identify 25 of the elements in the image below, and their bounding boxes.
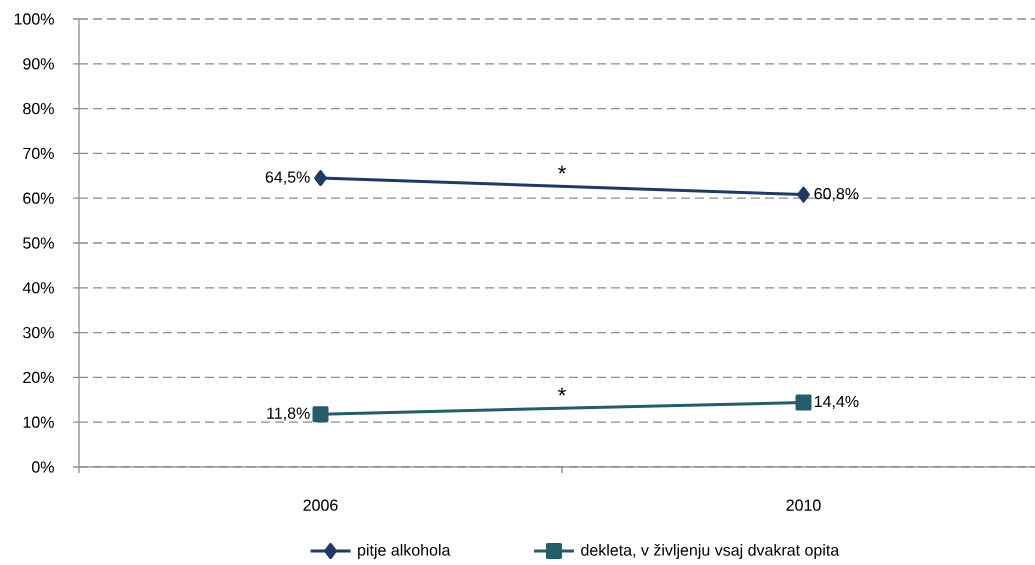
legend-label: dekleta, v življenju vsaj dvakrat opita [581,543,840,559]
y-tick-label: 80% [23,102,54,115]
y-tick-label: 100% [14,13,54,25]
data-label: 14,4% [814,395,859,410]
x-tick-label: 2006 [303,499,338,511]
y-tick-label: 90% [23,58,54,70]
data-label: 11,8% [267,407,310,421]
data-label: 60,8% [814,188,859,202]
annotation: * [558,165,566,174]
point [797,186,810,203]
y-tick-label: 70% [23,147,54,160]
y-tick-label: 50% [23,237,54,249]
y-tick-label: 40% [22,282,54,294]
y-tick-label: 30% [23,326,54,339]
y-tick-label: 60% [23,192,54,204]
point [314,170,327,187]
data-label: 64,5% [265,171,310,185]
point [312,406,329,423]
x-tick-label: 2010 [786,499,821,511]
legend-label: pitje alkohola [358,544,451,559]
y-tick-label: 0% [31,461,54,473]
y-tick-label: 20% [23,371,54,384]
point [795,394,812,411]
annotation: * [558,387,566,396]
y-tick-label: 10% [23,416,54,428]
